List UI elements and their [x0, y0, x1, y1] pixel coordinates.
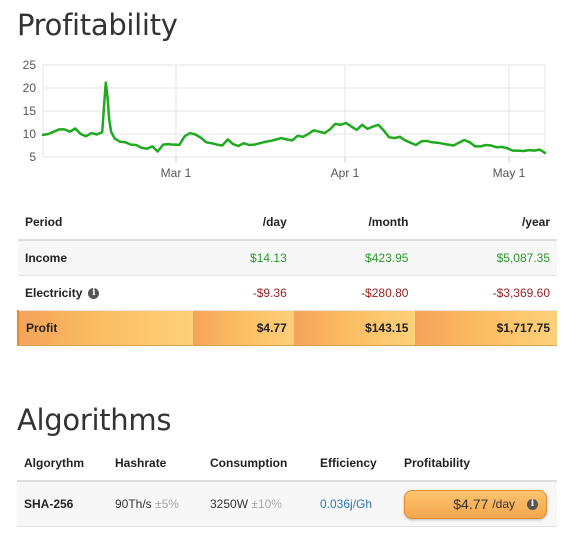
hashrate-value: 90Th/s [115, 497, 152, 511]
profit-row: Profit $4.77 $143.15 $1,717.75 [16, 310, 557, 346]
income-day: $14.13 [193, 240, 294, 276]
y-tick-label: 10 [23, 127, 37, 141]
consumption-tolerance: ±10% [251, 497, 282, 511]
algorithm-name: SHA-256 [17, 481, 108, 527]
profit-day: $4.77 [193, 310, 294, 346]
profit-month: $143.15 [293, 310, 416, 346]
consumption-value: 3250W [210, 497, 249, 511]
col-efficiency: Efficiency [313, 446, 397, 482]
col-hashrate: Hashrate [108, 446, 203, 482]
profitability-unit: /day [492, 497, 515, 511]
income-month: $423.95 [293, 240, 416, 276]
electricity-month: -$280.80 [293, 275, 416, 311]
col-year: /year [415, 205, 557, 241]
electricity-day: -$9.36 [193, 275, 294, 311]
profit-table: Period /day /month /year Income $14.13 $… [16, 205, 557, 346]
electricity-label: Electricity [25, 286, 83, 300]
algorithm-row: SHA-256 90Th/s ±5% 3250W ±10% 0.036j/Gh … [17, 481, 557, 527]
profitability-value: $4.77 [453, 496, 489, 512]
x-tick-label: Mar 1 [161, 166, 192, 180]
profit-year: $1,717.75 [415, 310, 557, 346]
info-icon[interactable]: i [527, 498, 538, 510]
profitability-line [41, 81, 547, 155]
income-year: $5,087.35 [415, 240, 557, 276]
profit-label: Profit [16, 310, 194, 346]
col-period: Period [18, 205, 194, 241]
efficiency-value: 0.036j/Gh [320, 497, 373, 511]
electricity-row: Electricity i -$9.36 -$280.80 -$3,369.60 [18, 275, 557, 311]
hashrate-tolerance: ±5% [155, 497, 179, 511]
algorithms-table: Algorythm Hashrate Consumption Efficienc… [17, 446, 557, 527]
col-profitability: Profitability [397, 446, 557, 482]
y-tick-label: 20 [23, 81, 37, 95]
x-tick-label: May 1 [493, 166, 526, 180]
info-icon[interactable]: i [88, 288, 100, 300]
algorithms-title: Algorithms [17, 403, 172, 437]
col-consumption: Consumption [203, 446, 313, 482]
income-row: Income $14.13 $423.95 $5,087.35 [18, 240, 557, 276]
col-algorithm: Algorythm [17, 446, 108, 482]
col-month: /month [293, 205, 416, 241]
profitability-chart: 25 20 15 10 5 Mar 1 Apr 1 May 1 [23, 58, 547, 180]
y-tick-label: 15 [23, 104, 37, 118]
electricity-year: -$3,369.60 [415, 275, 557, 311]
y-tick-label: 25 [23, 58, 37, 72]
profitability-button[interactable]: $4.77 /day i [404, 489, 547, 519]
col-day: /day [193, 205, 294, 241]
profitability-title: Profitability [17, 8, 178, 42]
y-tick-label: 5 [29, 150, 36, 164]
income-label: Income [18, 240, 194, 276]
x-tick-label: Apr 1 [331, 166, 360, 180]
